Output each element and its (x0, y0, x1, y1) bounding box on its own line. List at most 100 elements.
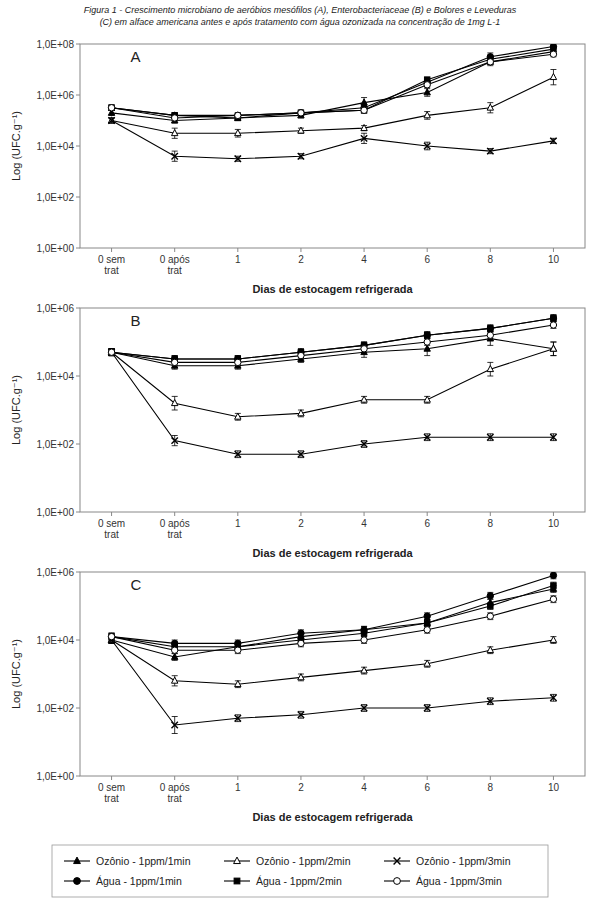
x-tick-label-line: 6 (424, 254, 430, 265)
series-line (112, 640, 554, 725)
marker (108, 117, 114, 123)
marker (74, 857, 81, 863)
error-bar (487, 103, 493, 113)
error-bar (424, 332, 430, 339)
error-bar (298, 711, 304, 718)
series-line (112, 349, 554, 417)
error-bar (487, 149, 493, 154)
error-bar (298, 410, 304, 417)
marker (550, 138, 556, 144)
marker (424, 613, 430, 619)
x-tick-label-line: 10 (548, 782, 560, 793)
error-bar (298, 630, 304, 637)
x-tick-label-line: 4 (361, 782, 367, 793)
error-bar (235, 413, 241, 420)
marker (171, 437, 177, 443)
marker (550, 315, 556, 321)
x-tick-label-line: trat (167, 793, 182, 804)
x-tick (427, 248, 428, 252)
x-tick-label-line: 4 (361, 518, 367, 529)
marker (550, 596, 556, 602)
x-tick-label: 4 (361, 782, 367, 793)
x-tick (490, 776, 491, 780)
error-bar (235, 681, 241, 688)
marker (109, 349, 114, 354)
y-tick-label: 1,0E+06 (36, 303, 74, 314)
series-line (112, 589, 554, 657)
error-bar (361, 630, 367, 637)
marker (108, 633, 114, 639)
error-bar (361, 108, 367, 113)
error-bar (235, 359, 241, 366)
x-tick (553, 776, 554, 780)
x-tick-label: 4 (361, 254, 367, 265)
series (108, 322, 556, 366)
error-bar (550, 572, 556, 579)
legend-frame (52, 845, 548, 897)
marker (487, 325, 493, 331)
marker (171, 115, 177, 121)
error-bar (487, 592, 493, 599)
y-tick-label: 1,0E+00 (36, 771, 74, 782)
marker (298, 352, 304, 358)
series (108, 585, 556, 660)
error-bar (487, 59, 493, 64)
y-tick (76, 95, 80, 96)
marker (424, 339, 430, 345)
marker (550, 434, 556, 440)
x-tick-label-line: 8 (488, 254, 494, 265)
x-tick-label-line: 0 sem (98, 782, 125, 793)
marker (108, 105, 114, 111)
plot-frame (80, 572, 585, 776)
x-tick-label: 8 (488, 518, 494, 529)
x-tick (237, 248, 238, 252)
y-tick (76, 512, 80, 513)
x-tick-label-line: trat (167, 529, 182, 540)
series (108, 332, 556, 369)
x-tick (111, 248, 112, 252)
x-tick-label: 8 (488, 782, 494, 793)
series-group (108, 572, 556, 734)
marker (171, 130, 177, 136)
series-line (112, 599, 554, 650)
marker (424, 345, 430, 351)
marker (361, 705, 367, 711)
error-bar (172, 128, 178, 138)
error-bar (550, 138, 556, 143)
series-line (112, 77, 554, 133)
x-tick-label: 0 semtrat (98, 254, 125, 276)
x-tick (174, 776, 175, 780)
error-bar (109, 633, 115, 640)
x-tick-label-line: 10 (548, 518, 560, 529)
marker (487, 366, 493, 372)
marker (487, 58, 493, 64)
error-bar (550, 596, 556, 603)
error-bar (424, 82, 430, 87)
marker (550, 572, 556, 578)
marker (361, 107, 367, 113)
marker (424, 332, 430, 338)
plot-frame (80, 44, 585, 248)
marker (171, 359, 177, 365)
error-bar (172, 717, 178, 734)
series-line (112, 49, 554, 118)
marker (108, 349, 114, 355)
error-bar (298, 110, 304, 115)
marker (487, 593, 493, 599)
error-bar (109, 349, 115, 356)
x-tick-label: 2 (298, 518, 304, 529)
error-bar (235, 715, 241, 722)
series (108, 596, 556, 654)
y-tick (76, 776, 80, 777)
marker (298, 110, 303, 115)
y-tick-label: 1,0E+04 (36, 141, 74, 152)
error-bar (550, 694, 556, 701)
x-tick-label-line: trat (104, 793, 119, 804)
x-tick-label-line: 0 após (160, 254, 190, 265)
marker (298, 110, 304, 116)
error-bar (172, 676, 178, 686)
marker (361, 637, 367, 643)
marker (171, 722, 177, 728)
y-tick (76, 572, 80, 573)
marker (361, 441, 367, 447)
